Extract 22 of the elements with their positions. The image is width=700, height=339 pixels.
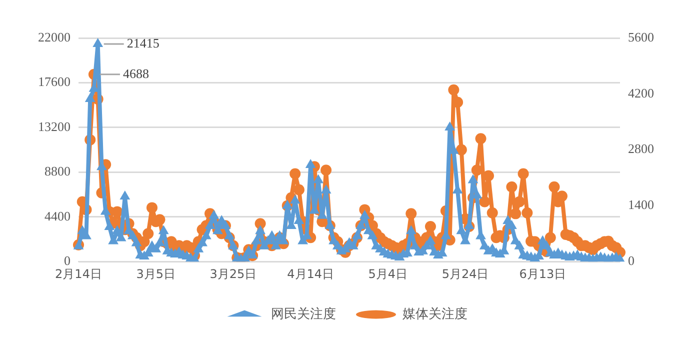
- data-label: 21415: [126, 35, 160, 50]
- x-tick-label: 3月5日: [136, 266, 176, 281]
- y-tick-label: 4400: [44, 208, 70, 224]
- y2-tick-label: 0: [628, 253, 634, 268]
- x-tick-label: 5月4日: [368, 266, 408, 281]
- y-tick-label: 0: [64, 253, 70, 268]
- x-tick-label: 2月14日: [55, 266, 102, 281]
- x-tick-label: 6月13日: [519, 266, 566, 281]
- y-tick-label: 17600: [38, 74, 70, 90]
- y-tick-label: 8800: [44, 164, 70, 179]
- y-tick-label: 22000: [38, 29, 70, 44]
- legend-label: 媒体关注度: [402, 306, 468, 322]
- x-tick-label: 4月14日: [287, 266, 334, 281]
- y-tick-label: 13200: [38, 118, 70, 134]
- x-tick-label: 5月24日: [442, 266, 489, 281]
- y2-tick-label: 1400: [628, 197, 654, 212]
- y2-tick-label: 5600: [628, 29, 654, 44]
- x-tick-label: 3月25日: [210, 266, 257, 281]
- y2-tick-label: 4200: [628, 85, 654, 100]
- legend-label: 网民关注度: [271, 306, 336, 322]
- data-label: 4688: [122, 66, 149, 81]
- y2-tick-label: 2800: [628, 141, 654, 156]
